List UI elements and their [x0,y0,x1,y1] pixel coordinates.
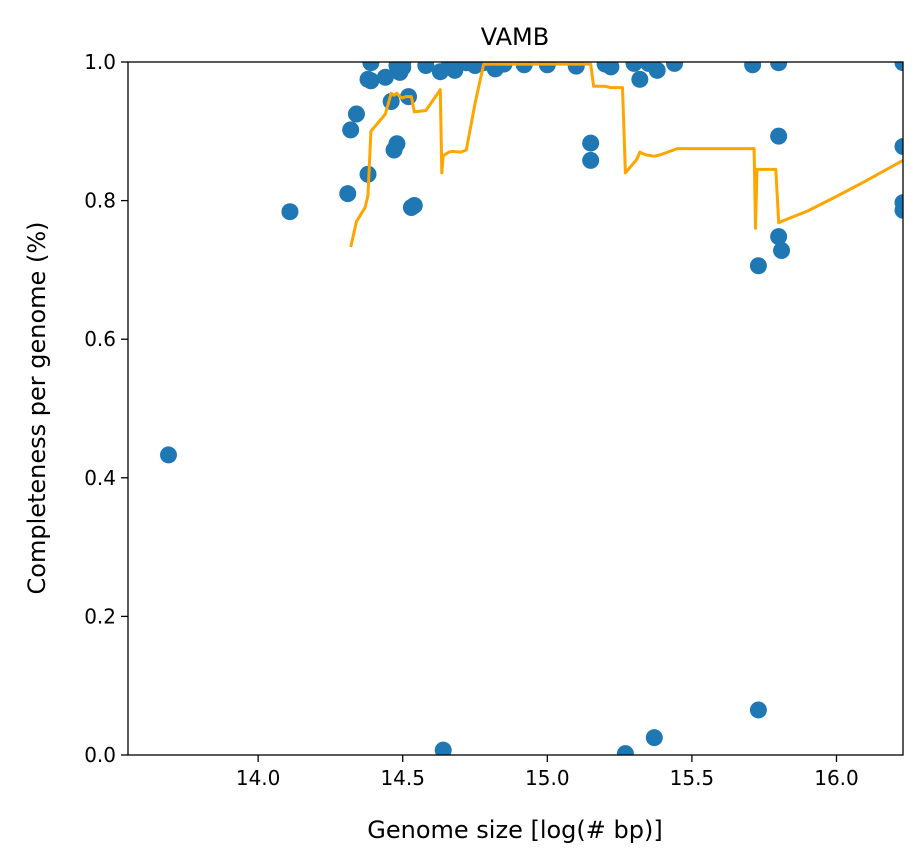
scatter-point [773,241,791,259]
scatter-point [645,729,663,747]
x-tick-label: 14.5 [380,766,425,790]
scatter-point [666,62,684,72]
trend-line [349,62,903,248]
x-tick-label: 15.5 [670,766,715,790]
plot-area [159,62,903,755]
scatter-point [770,62,788,72]
scatter-point [362,72,380,90]
scatter-point [281,203,299,221]
x-tick-label: 14.0 [236,766,281,790]
scatter-point [405,196,423,214]
scatter-point [582,151,600,169]
scatter-point [631,70,649,88]
scatter-point [376,68,394,86]
chart-title: VAMB [481,23,549,51]
scatter-point [749,701,767,719]
scatter-point [894,201,903,219]
scatter-point [602,62,620,76]
scatter-point [749,257,767,275]
scatter-point [616,745,634,755]
scatter-point [648,62,666,79]
x-axis: 14.0 14.5 15.0 15.5 16.0 [236,755,859,790]
scatter-point [394,62,412,72]
scatter-point [362,62,380,72]
y-axis-label: Completeness per genome (%) [23,222,51,595]
scatter-point [582,134,600,152]
x-tick-label: 16.0 [814,766,859,790]
scatter-point [434,741,452,755]
y-tick-label: 0.4 [84,466,116,490]
scatter-point [770,127,788,145]
x-axis-label: Genome size [log(# bp)] [367,816,662,844]
y-tick-label: 0.6 [84,327,116,351]
y-tick-label: 0.2 [84,604,116,628]
y-tick-label: 1.0 [84,50,116,74]
scatter-point [625,62,643,72]
y-tick-label: 0.0 [84,743,116,767]
scatter-point [342,121,360,139]
scatter-point [770,228,788,246]
scatter-point [894,138,903,156]
scatter-point [339,185,357,203]
scatter-point [388,135,406,153]
y-axis: 0.0 0.2 0.4 0.6 0.8 1.0 [84,50,128,767]
scatter-point [417,62,435,74]
scatter-point [894,62,903,72]
x-tick-label: 15.0 [525,766,570,790]
scatter-point [347,105,365,123]
plot-frame [127,61,904,756]
scatter-point [159,446,177,464]
y-tick-label: 0.8 [84,189,116,213]
scatter-point [744,62,762,74]
